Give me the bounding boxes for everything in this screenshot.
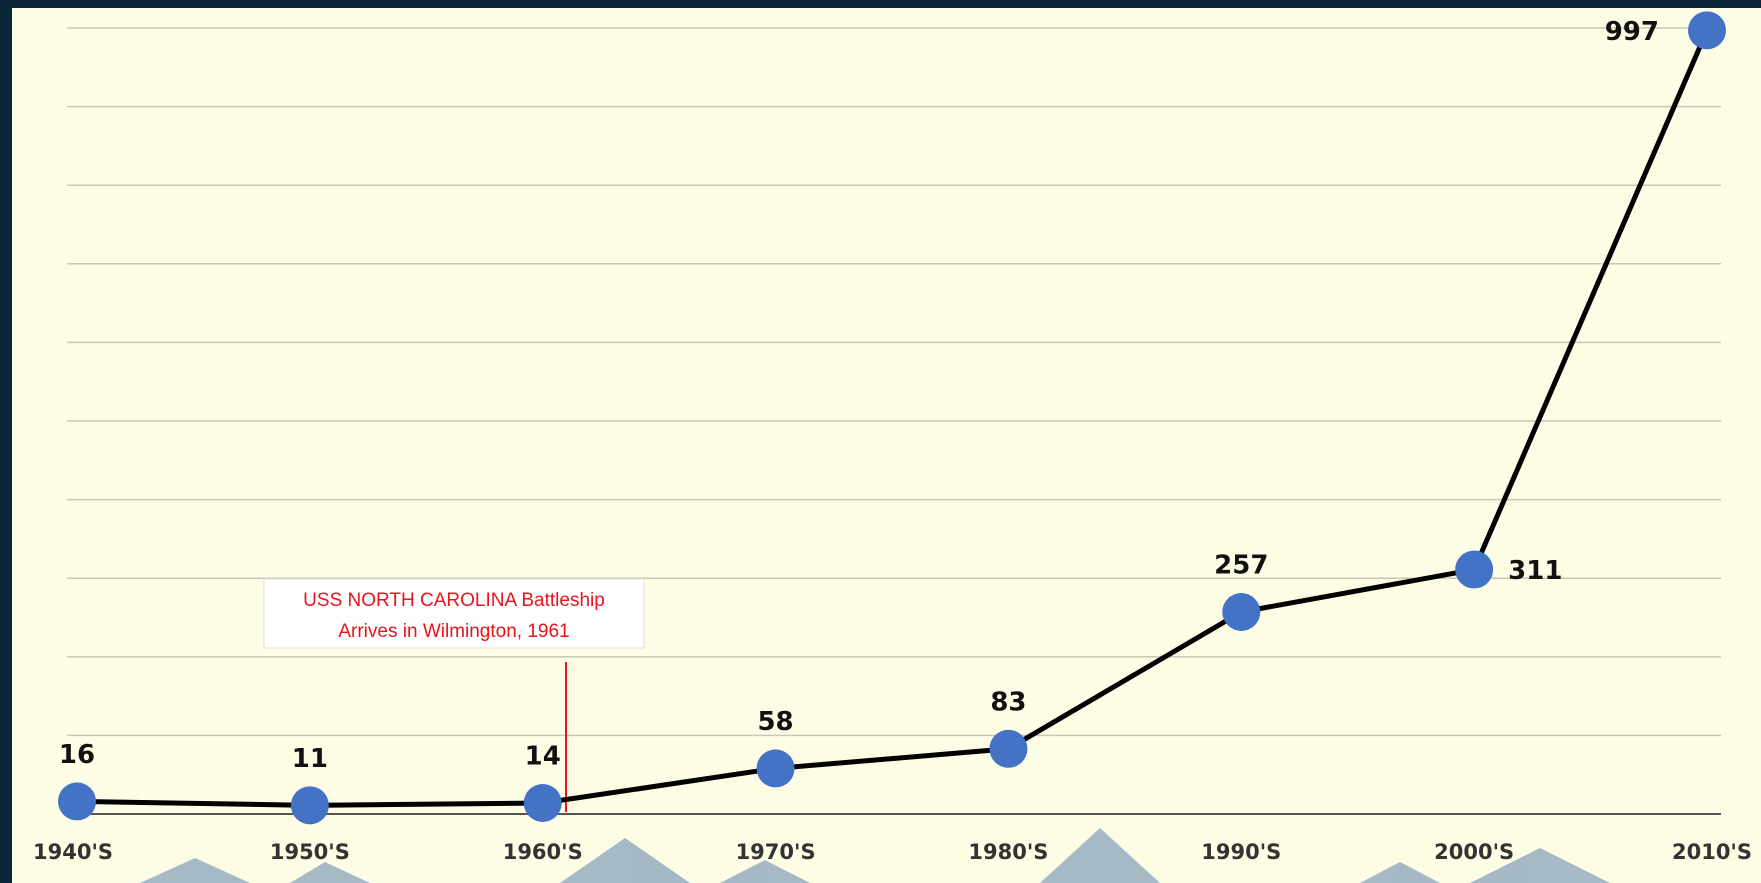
x-tick-label: 1970'S — [736, 840, 816, 864]
data-label: 997 — [1605, 17, 1659, 47]
data-label: 311 — [1508, 556, 1562, 586]
data-point — [1222, 593, 1260, 631]
x-tick-label: 1990'S — [1201, 840, 1281, 864]
x-tick-label: 2010'S — [1672, 840, 1752, 864]
data-point — [989, 730, 1027, 768]
data-label: 16 — [59, 740, 95, 770]
data-point — [291, 786, 329, 824]
data-label: 11 — [292, 744, 328, 774]
data-point — [757, 749, 795, 787]
x-tick-label: 1960'S — [503, 840, 583, 864]
data-label: 14 — [525, 741, 561, 771]
x-tick-label: 1950'S — [270, 840, 350, 864]
data-point — [524, 784, 562, 822]
x-tick-label: 2000'S — [1434, 840, 1514, 864]
data-label: 83 — [990, 687, 1026, 717]
data-label: 58 — [757, 707, 793, 737]
x-tick-label: 1940'S — [33, 840, 113, 864]
data-point — [1455, 551, 1493, 589]
data-label: 257 — [1214, 550, 1268, 580]
data-point — [58, 782, 96, 820]
annotation-text: USS NORTH CAROLINA Battleship — [303, 590, 605, 611]
plot-background — [12, 8, 1761, 883]
chart: USS NORTH CAROLINA Battleship Arrives in … — [0, 0, 1761, 883]
annotation-text: Arrives in Wilmington, 1961 — [338, 621, 569, 642]
data-point — [1688, 11, 1726, 49]
x-tick-label: 1980'S — [968, 840, 1048, 864]
